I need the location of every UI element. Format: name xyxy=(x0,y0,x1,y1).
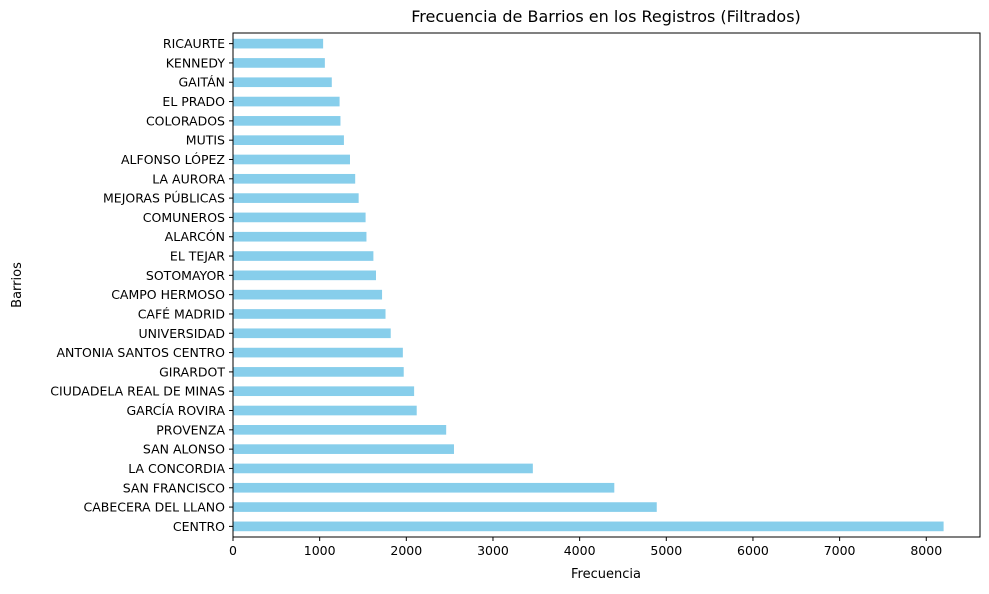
y-tick-label: ANTONIA SANTOS CENTRO xyxy=(56,345,225,360)
x-tick-label: 2000 xyxy=(390,543,422,558)
bar xyxy=(233,212,366,223)
y-tick-label: GIRARDOT xyxy=(159,364,225,379)
bar xyxy=(233,463,533,474)
y-axis-label: Barrios xyxy=(10,262,25,308)
x-tick-label: 5000 xyxy=(650,543,682,558)
bar xyxy=(233,502,657,512)
y-tick-label: KENNEDY xyxy=(166,55,226,70)
bar xyxy=(233,270,376,281)
x-tick-label: 8000 xyxy=(910,543,942,558)
y-tick-label: CABECERA DEL LLANO xyxy=(84,500,226,515)
x-tick-label: 6000 xyxy=(737,543,769,558)
y-tick-label: CENTRO xyxy=(173,519,225,534)
bar xyxy=(233,135,344,145)
y-tick-label: COMUNEROS xyxy=(143,210,225,225)
y-tick-label: SAN ALONSO xyxy=(143,442,225,457)
y-tick-label: SAN FRANCISCO xyxy=(123,480,225,495)
bar xyxy=(233,482,615,493)
chart-title: Frecuencia de Barrios en los Registros (… xyxy=(411,7,801,26)
y-tick-label: PROVENZA xyxy=(156,422,225,437)
bar xyxy=(233,425,447,435)
x-tick-label: 7000 xyxy=(824,543,856,558)
y-tick-label: EL PRADO xyxy=(162,94,225,109)
bar xyxy=(233,405,417,416)
bar xyxy=(233,309,386,319)
bar xyxy=(233,367,404,377)
bar xyxy=(233,116,341,126)
y-tick-label: LA AURORA xyxy=(152,171,225,186)
x-tick-label: 3000 xyxy=(477,543,509,558)
y-tick-label: ALARCÓN xyxy=(165,229,225,244)
y-tick-label: GAITÁN xyxy=(179,75,226,90)
bar xyxy=(233,386,415,397)
bar xyxy=(233,444,454,454)
x-tick-label: 4000 xyxy=(564,543,596,558)
y-tick-label: MUTIS xyxy=(186,133,225,148)
x-tick-label: 1000 xyxy=(304,543,336,558)
y-tick-label: GARCÍA ROVIRA xyxy=(126,403,225,418)
bar xyxy=(233,77,332,88)
y-tick-label: CIUDADELA REAL DE MINAS xyxy=(50,384,225,399)
bar xyxy=(233,347,403,358)
bar xyxy=(233,38,324,49)
bar xyxy=(233,289,383,300)
bar xyxy=(233,328,391,339)
bar xyxy=(233,231,367,242)
y-tick-label: UNIVERSIDAD xyxy=(138,326,225,341)
y-tick-label: EL TEJAR xyxy=(170,249,225,264)
bar xyxy=(233,251,374,261)
y-tick-label: CAFÉ MADRID xyxy=(138,306,225,321)
x-axis-label: Frecuencia xyxy=(571,567,641,582)
bar xyxy=(233,96,340,107)
x-axis-ticks: 0 1000 2000 3000 4000 5000 6000 7000 8000 xyxy=(229,537,942,558)
plot-frame xyxy=(232,32,981,538)
y-tick-label: LA CONCORDIA xyxy=(128,461,225,476)
y-tick-label: CAMPO HERMOSO xyxy=(111,287,225,302)
bar xyxy=(233,58,325,68)
y-tick-label: MEJORAS PÚBLICAS xyxy=(103,191,225,206)
bar xyxy=(233,521,944,532)
bars-layer xyxy=(233,38,944,532)
y-tick-label: COLORADOS xyxy=(146,113,225,128)
bar xyxy=(233,193,359,203)
y-tick-label: SOTOMAYOR xyxy=(146,268,225,283)
y-axis-ticks: CENTRO CABECERA DEL LLANO SAN FRANCISCO LA … xyxy=(50,36,233,534)
x-tick-label: 0 xyxy=(229,543,237,558)
bar xyxy=(233,173,356,184)
y-tick-label: ALFONSO LÓPEZ xyxy=(121,152,225,167)
bar xyxy=(233,154,350,165)
y-tick-label: RICAURTE xyxy=(163,36,225,51)
